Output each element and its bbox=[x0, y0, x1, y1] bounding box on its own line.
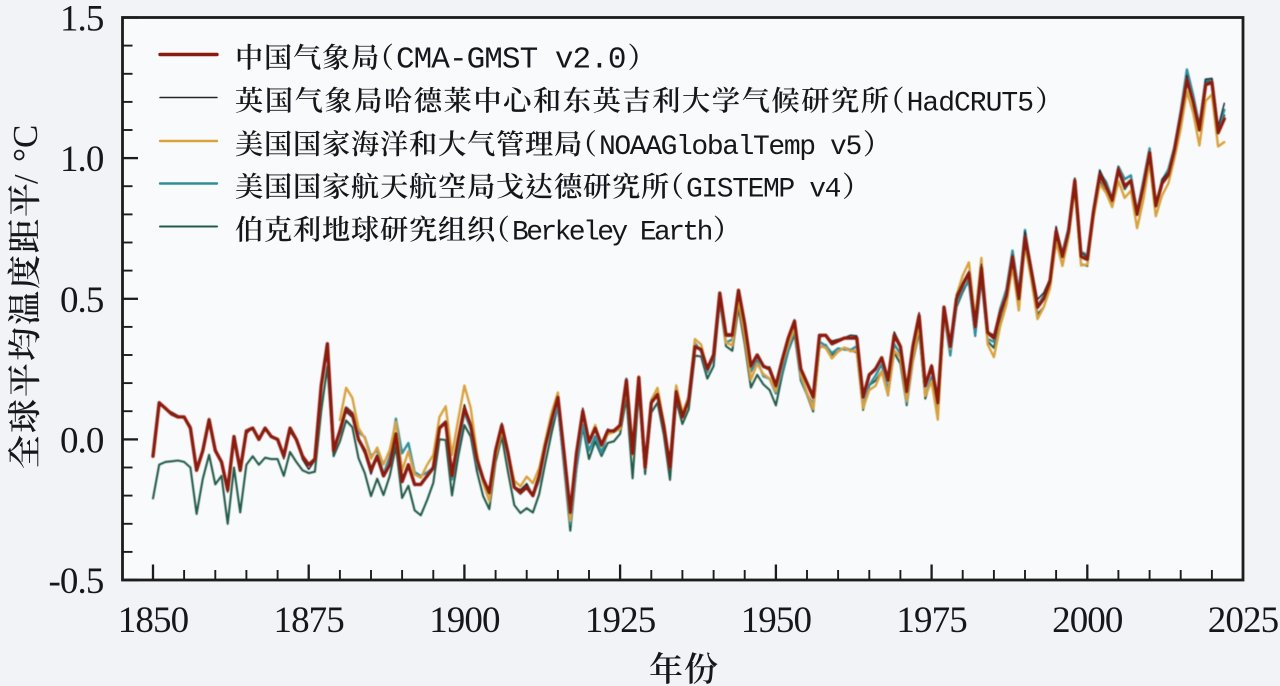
svg-text:NOAAGlobalTemp v5: NOAAGlobalTemp v5 bbox=[599, 132, 861, 163]
svg-text:1900: 1900 bbox=[429, 600, 500, 641]
svg-text:1950: 1950 bbox=[741, 600, 812, 641]
svg-text:-0.5: -0.5 bbox=[49, 561, 104, 602]
svg-text:Berkeley Earth: Berkeley Earth bbox=[512, 218, 712, 249]
svg-text:1.5: 1.5 bbox=[60, 0, 104, 40]
svg-text:/: / bbox=[8, 174, 45, 184]
svg-text:1850: 1850 bbox=[118, 600, 189, 641]
svg-text:0.5: 0.5 bbox=[60, 280, 104, 321]
svg-text:2000: 2000 bbox=[1052, 600, 1123, 641]
svg-text:1925: 1925 bbox=[585, 600, 656, 641]
svg-text:1975: 1975 bbox=[896, 600, 967, 641]
svg-text:1875: 1875 bbox=[273, 600, 344, 641]
svg-text:CMA-GMST v2.0: CMA-GMST v2.0 bbox=[396, 43, 626, 78]
svg-text:2025: 2025 bbox=[1208, 600, 1279, 641]
svg-text:HadCRUT5: HadCRUT5 bbox=[907, 89, 1034, 120]
svg-text:GISTEMP v4: GISTEMP v4 bbox=[686, 175, 841, 206]
svg-text:1.0: 1.0 bbox=[60, 139, 104, 180]
svg-text:0.0: 0.0 bbox=[60, 420, 104, 461]
svg-text:°C: °C bbox=[6, 125, 45, 162]
